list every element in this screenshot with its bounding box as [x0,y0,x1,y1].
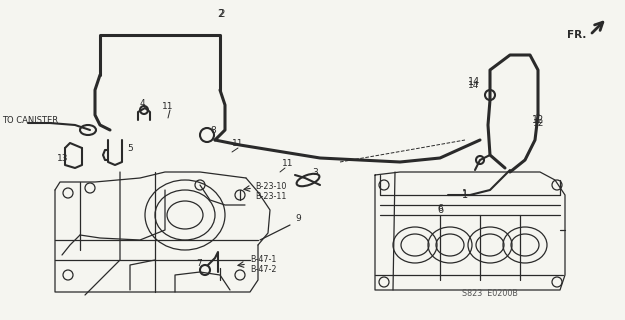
Text: 14: 14 [468,77,480,87]
Text: FR.: FR. [567,30,586,40]
Text: 2: 2 [218,9,224,19]
Text: 2: 2 [217,9,223,19]
Text: TO CANISTER: TO CANISTER [2,116,58,124]
Text: 1: 1 [462,188,468,197]
Text: B-47-1: B-47-1 [250,255,276,265]
Text: 7: 7 [196,259,202,268]
Text: 8: 8 [210,125,216,134]
Text: 14: 14 [468,81,479,90]
Text: 4: 4 [140,99,146,108]
Text: 6: 6 [437,204,442,212]
Text: B-47-2: B-47-2 [250,266,276,275]
Text: 11: 11 [162,101,174,110]
Text: 3: 3 [312,167,318,177]
Text: 1: 1 [462,190,468,200]
Text: B-23-11: B-23-11 [255,191,286,201]
Text: 5: 5 [127,143,132,153]
Text: 13: 13 [57,154,69,163]
Text: B-23-10: B-23-10 [255,181,286,190]
Text: 11: 11 [282,158,294,167]
Text: 12: 12 [533,118,544,127]
Text: 9: 9 [295,213,301,222]
Text: 11: 11 [232,139,244,148]
Text: 6: 6 [437,205,443,215]
Text: 12: 12 [532,115,544,125]
Text: S823  E0200B: S823 E0200B [462,289,518,298]
